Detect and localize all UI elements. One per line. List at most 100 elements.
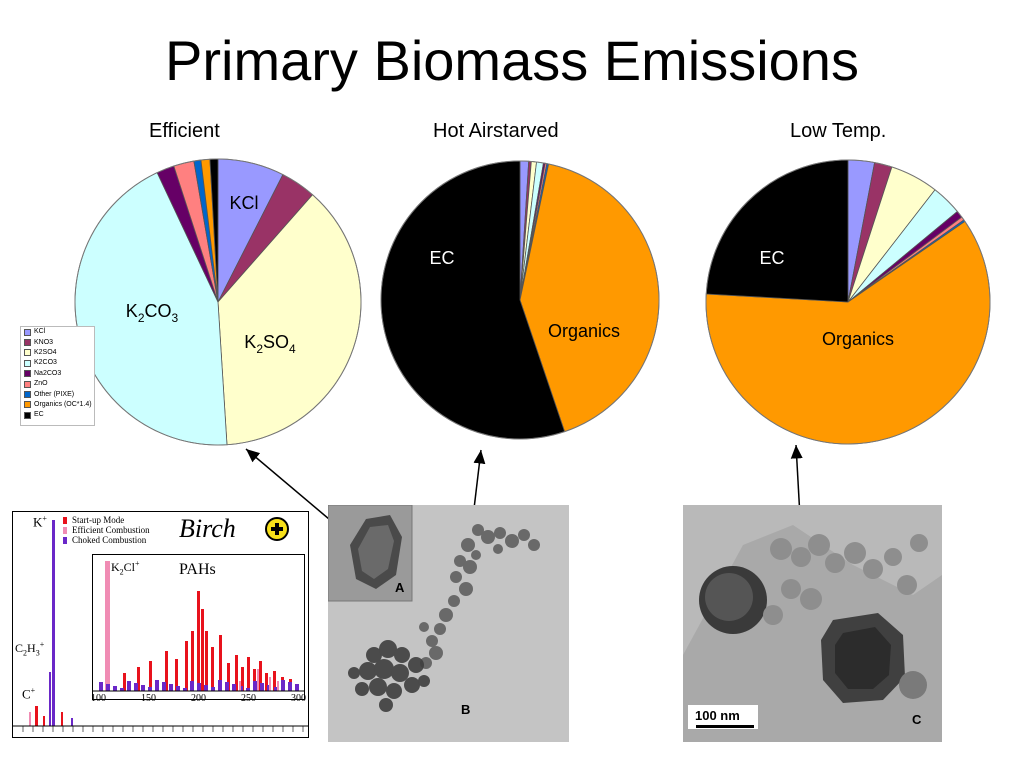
- pie-outline: [74, 158, 362, 446]
- inset-peak: [197, 591, 200, 691]
- pie-label-organics-oc-1-4: Organics: [548, 321, 620, 341]
- legend-item-k2so4: K2SO4: [21, 348, 94, 358]
- scale-bar-label: 100 nm: [695, 708, 740, 723]
- inset-peak: [137, 667, 140, 691]
- inset-peak: [205, 631, 208, 691]
- spectrum-peak: [29, 712, 31, 726]
- inset-peak: [274, 687, 278, 691]
- photo-label-b: B: [461, 702, 471, 717]
- legend-label: K2SO4: [34, 348, 57, 356]
- legend-item-organics-oc-1-4: Organics (OC*1.4): [21, 400, 94, 410]
- pie-chart-low-temp: EC Organics: [705, 159, 991, 445]
- inset-tick-label: 200: [191, 693, 206, 704]
- inset-peak: [201, 609, 204, 691]
- spectrum-peak: [35, 706, 38, 726]
- spectrum-peak: [61, 712, 63, 726]
- inset-peak: [211, 687, 215, 691]
- inset-peak: [106, 684, 110, 691]
- legend-swatch: [24, 411, 31, 419]
- spectrum-peak: [49, 672, 51, 726]
- label-c-plus: C+: [22, 686, 36, 702]
- inset-peak: [162, 682, 166, 691]
- inset-peak: [257, 669, 259, 691]
- inset-peak: [155, 680, 159, 691]
- inset-peak-k2cl: [105, 561, 110, 691]
- inset-peak: [241, 667, 244, 691]
- pie-label-ec: EC: [429, 248, 454, 268]
- photo-label-c: C: [912, 712, 922, 727]
- inset-tick-label: 300: [291, 693, 306, 704]
- inset-peak: [148, 687, 152, 691]
- inset-peak: [227, 663, 230, 691]
- spectrum-inset: K2Cl+ PAHs 100 150 200 250 300: [91, 554, 306, 704]
- pie-outline: [705, 159, 991, 445]
- label-c2h3-plus: C2H3+: [15, 640, 45, 658]
- legend-item-ec: EC: [21, 410, 94, 420]
- inset-peak: [197, 683, 201, 691]
- legend-swatch: [24, 328, 31, 336]
- inset-peak: [185, 641, 188, 691]
- arrow-to-efficient: [245, 448, 343, 531]
- photo-label-a: A: [395, 580, 405, 595]
- spectrum-title: Birch: [179, 514, 236, 543]
- mass-spectrum-panel: K+ C2H3+ C+ Start-up Mode Efficient Combu…: [12, 511, 309, 738]
- inset-peak: [269, 677, 271, 691]
- spectrum-legend-item-efficient-combustion: Efficient Combustion: [63, 525, 150, 535]
- legend-label: ZnO: [34, 380, 48, 388]
- inset-peak: [265, 673, 268, 691]
- inset-peak: [149, 661, 152, 691]
- inset-peak: [175, 659, 178, 691]
- inset-peak: [183, 688, 187, 691]
- legend-swatch: [24, 391, 31, 399]
- spectrum-peak: [71, 718, 73, 726]
- spectrum-legend-item-choked-combustion: Choked Combustion: [63, 535, 150, 545]
- inset-peak: [204, 685, 208, 691]
- inset-peak: [99, 682, 103, 691]
- legend-item-kno3: KNO3: [21, 337, 94, 347]
- pie-label-k2co3: K2CO3: [126, 301, 179, 325]
- inset-peak: [281, 680, 285, 691]
- inset-peak: [190, 681, 194, 691]
- inset-label-pahs: PAHs: [179, 561, 216, 578]
- pie-label-ec: EC: [759, 248, 784, 268]
- legend-swatch: [24, 359, 31, 367]
- legend-swatch: [24, 349, 31, 357]
- pie-chart-efficient: KCl K2CO3 K2SO4: [74, 158, 362, 446]
- pie-title-low-temp: Low Temp.: [790, 120, 887, 142]
- inset-peak: [211, 647, 214, 691]
- inset-peak: [232, 684, 236, 691]
- spectrum-peak: [43, 716, 45, 726]
- label-k-plus: K+: [33, 514, 47, 530]
- spectrum-legend-label: Start-up Mode: [72, 515, 125, 525]
- legend-label: KCl: [34, 328, 46, 336]
- slide-title: Primary Biomass Emissions: [165, 29, 859, 92]
- inset-peak: [134, 683, 138, 691]
- inset-peak: [253, 681, 257, 691]
- spectrum-legend-swatch: [63, 536, 67, 544]
- legend-swatch: [24, 401, 31, 409]
- legend-swatch: [24, 339, 31, 347]
- tem-image-c: 100 nm C: [683, 505, 942, 742]
- label-k2cl-plus: K2Cl+: [111, 559, 140, 577]
- inset-peak: [120, 688, 124, 691]
- inset-peak: [127, 681, 131, 691]
- legend-swatch: [24, 380, 31, 388]
- legend-label: EC: [34, 411, 44, 419]
- inset-peak: [259, 661, 262, 691]
- inset-peak: [219, 635, 222, 691]
- inset-tick-label: 150: [141, 693, 156, 704]
- legend-label: Organics (OC*1.4): [34, 400, 92, 408]
- inset-peak: [247, 657, 250, 691]
- pie-label-kcl: KCl: [229, 193, 258, 213]
- inset-peak: [141, 685, 145, 691]
- legend-item-k2co3: K2CO3: [21, 358, 94, 368]
- pie-chart-hot-airstarved: EC Organics: [380, 160, 660, 440]
- inset-peak: [260, 683, 264, 691]
- pie-label-k2so4: K2SO4: [244, 332, 296, 356]
- pie-outline: [380, 160, 660, 440]
- tem-image-ab: A B: [328, 505, 569, 742]
- inset-peak: [165, 651, 168, 691]
- inset-peak: [191, 631, 194, 691]
- inset-peak: [225, 682, 229, 691]
- spectrum-legend-swatch: [63, 516, 67, 524]
